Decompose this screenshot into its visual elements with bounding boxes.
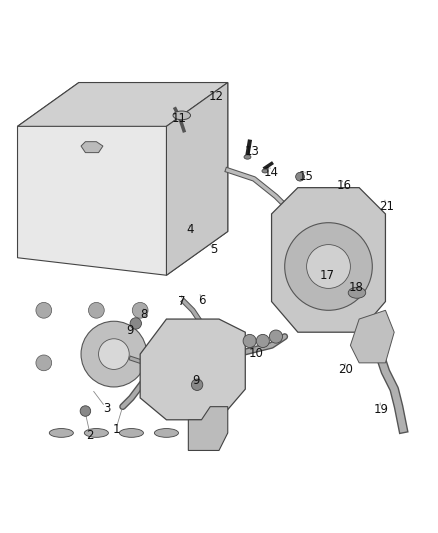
Polygon shape [166, 83, 228, 275]
Circle shape [243, 334, 256, 348]
Circle shape [285, 223, 372, 310]
Ellipse shape [173, 111, 191, 120]
Text: 19: 19 [374, 403, 389, 416]
Text: 21: 21 [379, 199, 394, 213]
Text: 15: 15 [299, 170, 314, 183]
Text: 16: 16 [336, 179, 351, 192]
Polygon shape [140, 319, 245, 420]
Text: 12: 12 [208, 90, 223, 103]
Text: 4: 4 [187, 223, 194, 236]
Polygon shape [18, 83, 228, 275]
Text: 3: 3 [104, 402, 111, 415]
Text: 14: 14 [264, 166, 279, 179]
Circle shape [256, 334, 269, 348]
Polygon shape [188, 407, 228, 450]
Circle shape [36, 302, 52, 318]
Polygon shape [350, 310, 394, 363]
Text: 2: 2 [86, 429, 94, 442]
Text: 9: 9 [126, 324, 134, 336]
Text: 9: 9 [192, 374, 200, 387]
Circle shape [80, 406, 91, 416]
Ellipse shape [49, 429, 74, 437]
Ellipse shape [348, 287, 366, 298]
Circle shape [269, 330, 283, 343]
Ellipse shape [154, 429, 178, 437]
Text: 17: 17 [320, 269, 335, 282]
Circle shape [307, 245, 350, 288]
Ellipse shape [262, 169, 268, 173]
Circle shape [296, 172, 304, 181]
Circle shape [191, 379, 203, 391]
Ellipse shape [84, 429, 109, 437]
Circle shape [130, 318, 141, 329]
Polygon shape [81, 142, 103, 152]
Ellipse shape [244, 155, 251, 159]
Text: 18: 18 [348, 280, 363, 294]
Ellipse shape [119, 429, 143, 437]
Circle shape [88, 302, 104, 318]
Text: 1: 1 [112, 423, 120, 436]
Text: 6: 6 [198, 294, 206, 307]
Circle shape [36, 355, 52, 371]
Circle shape [132, 302, 148, 318]
Polygon shape [272, 188, 385, 332]
Circle shape [132, 355, 148, 371]
Circle shape [99, 339, 129, 369]
Text: 10: 10 [249, 347, 264, 360]
Text: 20: 20 [339, 363, 353, 376]
Text: 13: 13 [244, 145, 259, 158]
Circle shape [88, 355, 104, 371]
Circle shape [81, 321, 147, 387]
Polygon shape [18, 83, 228, 126]
Text: 7: 7 [178, 295, 186, 308]
Text: 8: 8 [140, 308, 147, 321]
Text: 11: 11 [171, 112, 186, 125]
Text: 5: 5 [210, 244, 217, 256]
